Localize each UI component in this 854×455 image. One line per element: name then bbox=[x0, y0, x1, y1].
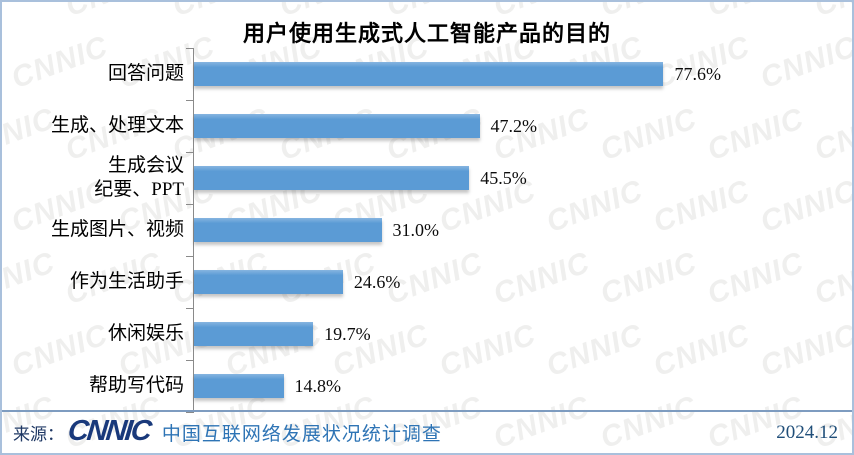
report-date: 2024.12 bbox=[776, 421, 838, 443]
category-label: 生成会议 纪要、PPT bbox=[94, 155, 184, 200]
plot-area: 77.6% bbox=[186, 48, 852, 101]
category-label: 生成、处理文本 bbox=[50, 115, 184, 137]
bar bbox=[194, 322, 314, 346]
category-label: 回答问题 bbox=[107, 63, 184, 85]
category-label: 生成图片、视频 bbox=[50, 219, 184, 241]
bar-row: 帮助写代码 14.8% bbox=[2, 360, 852, 413]
category-label: 作为生活助手 bbox=[69, 271, 184, 293]
value-label: 77.6% bbox=[674, 63, 721, 84]
bar bbox=[194, 218, 382, 242]
plot-area: 31.0% bbox=[186, 204, 852, 257]
category-label: 休闲娱乐 bbox=[107, 323, 184, 345]
plot-area: 47.2% bbox=[186, 100, 852, 153]
plot-area: 19.7% bbox=[186, 308, 852, 361]
cnnic-logo: CNNIC bbox=[66, 414, 152, 447]
source-label: 来源： bbox=[13, 425, 64, 444]
value-label: 14.8% bbox=[294, 375, 342, 396]
bar bbox=[194, 270, 343, 294]
bar bbox=[194, 114, 480, 138]
survey-name: 中国互联网络发展状况统计调查 bbox=[161, 424, 442, 445]
value-label: 19.7% bbox=[324, 323, 371, 344]
bar-row: 生成、处理文本 47.2% bbox=[2, 100, 852, 153]
value-label: 47.2% bbox=[490, 115, 538, 136]
bar-row: 回答问题 77.6% bbox=[2, 48, 852, 101]
bar-row: 休闲娱乐 19.7% bbox=[2, 308, 852, 361]
plot-area: 45.5% bbox=[186, 152, 852, 205]
bar bbox=[194, 166, 470, 190]
chart-title: 用户使用生成式人工智能产品的目的 bbox=[242, 21, 611, 46]
value-label: 24.6% bbox=[353, 271, 401, 292]
category-label: 帮助写代码 bbox=[88, 375, 184, 397]
value-label: 31.0% bbox=[392, 219, 440, 240]
value-label: 45.5% bbox=[480, 167, 527, 188]
bar-row: 生成会议 纪要、PPT 45.5% bbox=[2, 152, 852, 205]
plot-area: 14.8% bbox=[186, 360, 852, 413]
bar-row: 生成图片、视频 31.0% bbox=[2, 204, 852, 257]
bar bbox=[194, 62, 664, 86]
footer: 来源： CNNIC 中国互联网络发展状况统计调查 2024.12 bbox=[2, 410, 852, 453]
bar bbox=[194, 374, 284, 398]
plot-area: 24.6% bbox=[186, 256, 852, 309]
bar-chart: 回答问题 77.6% 生成、处理文本 47.2% 生成会议 纪要、PPT 45.… bbox=[2, 48, 852, 413]
bar-row: 作为生活助手 24.6% bbox=[2, 256, 852, 309]
